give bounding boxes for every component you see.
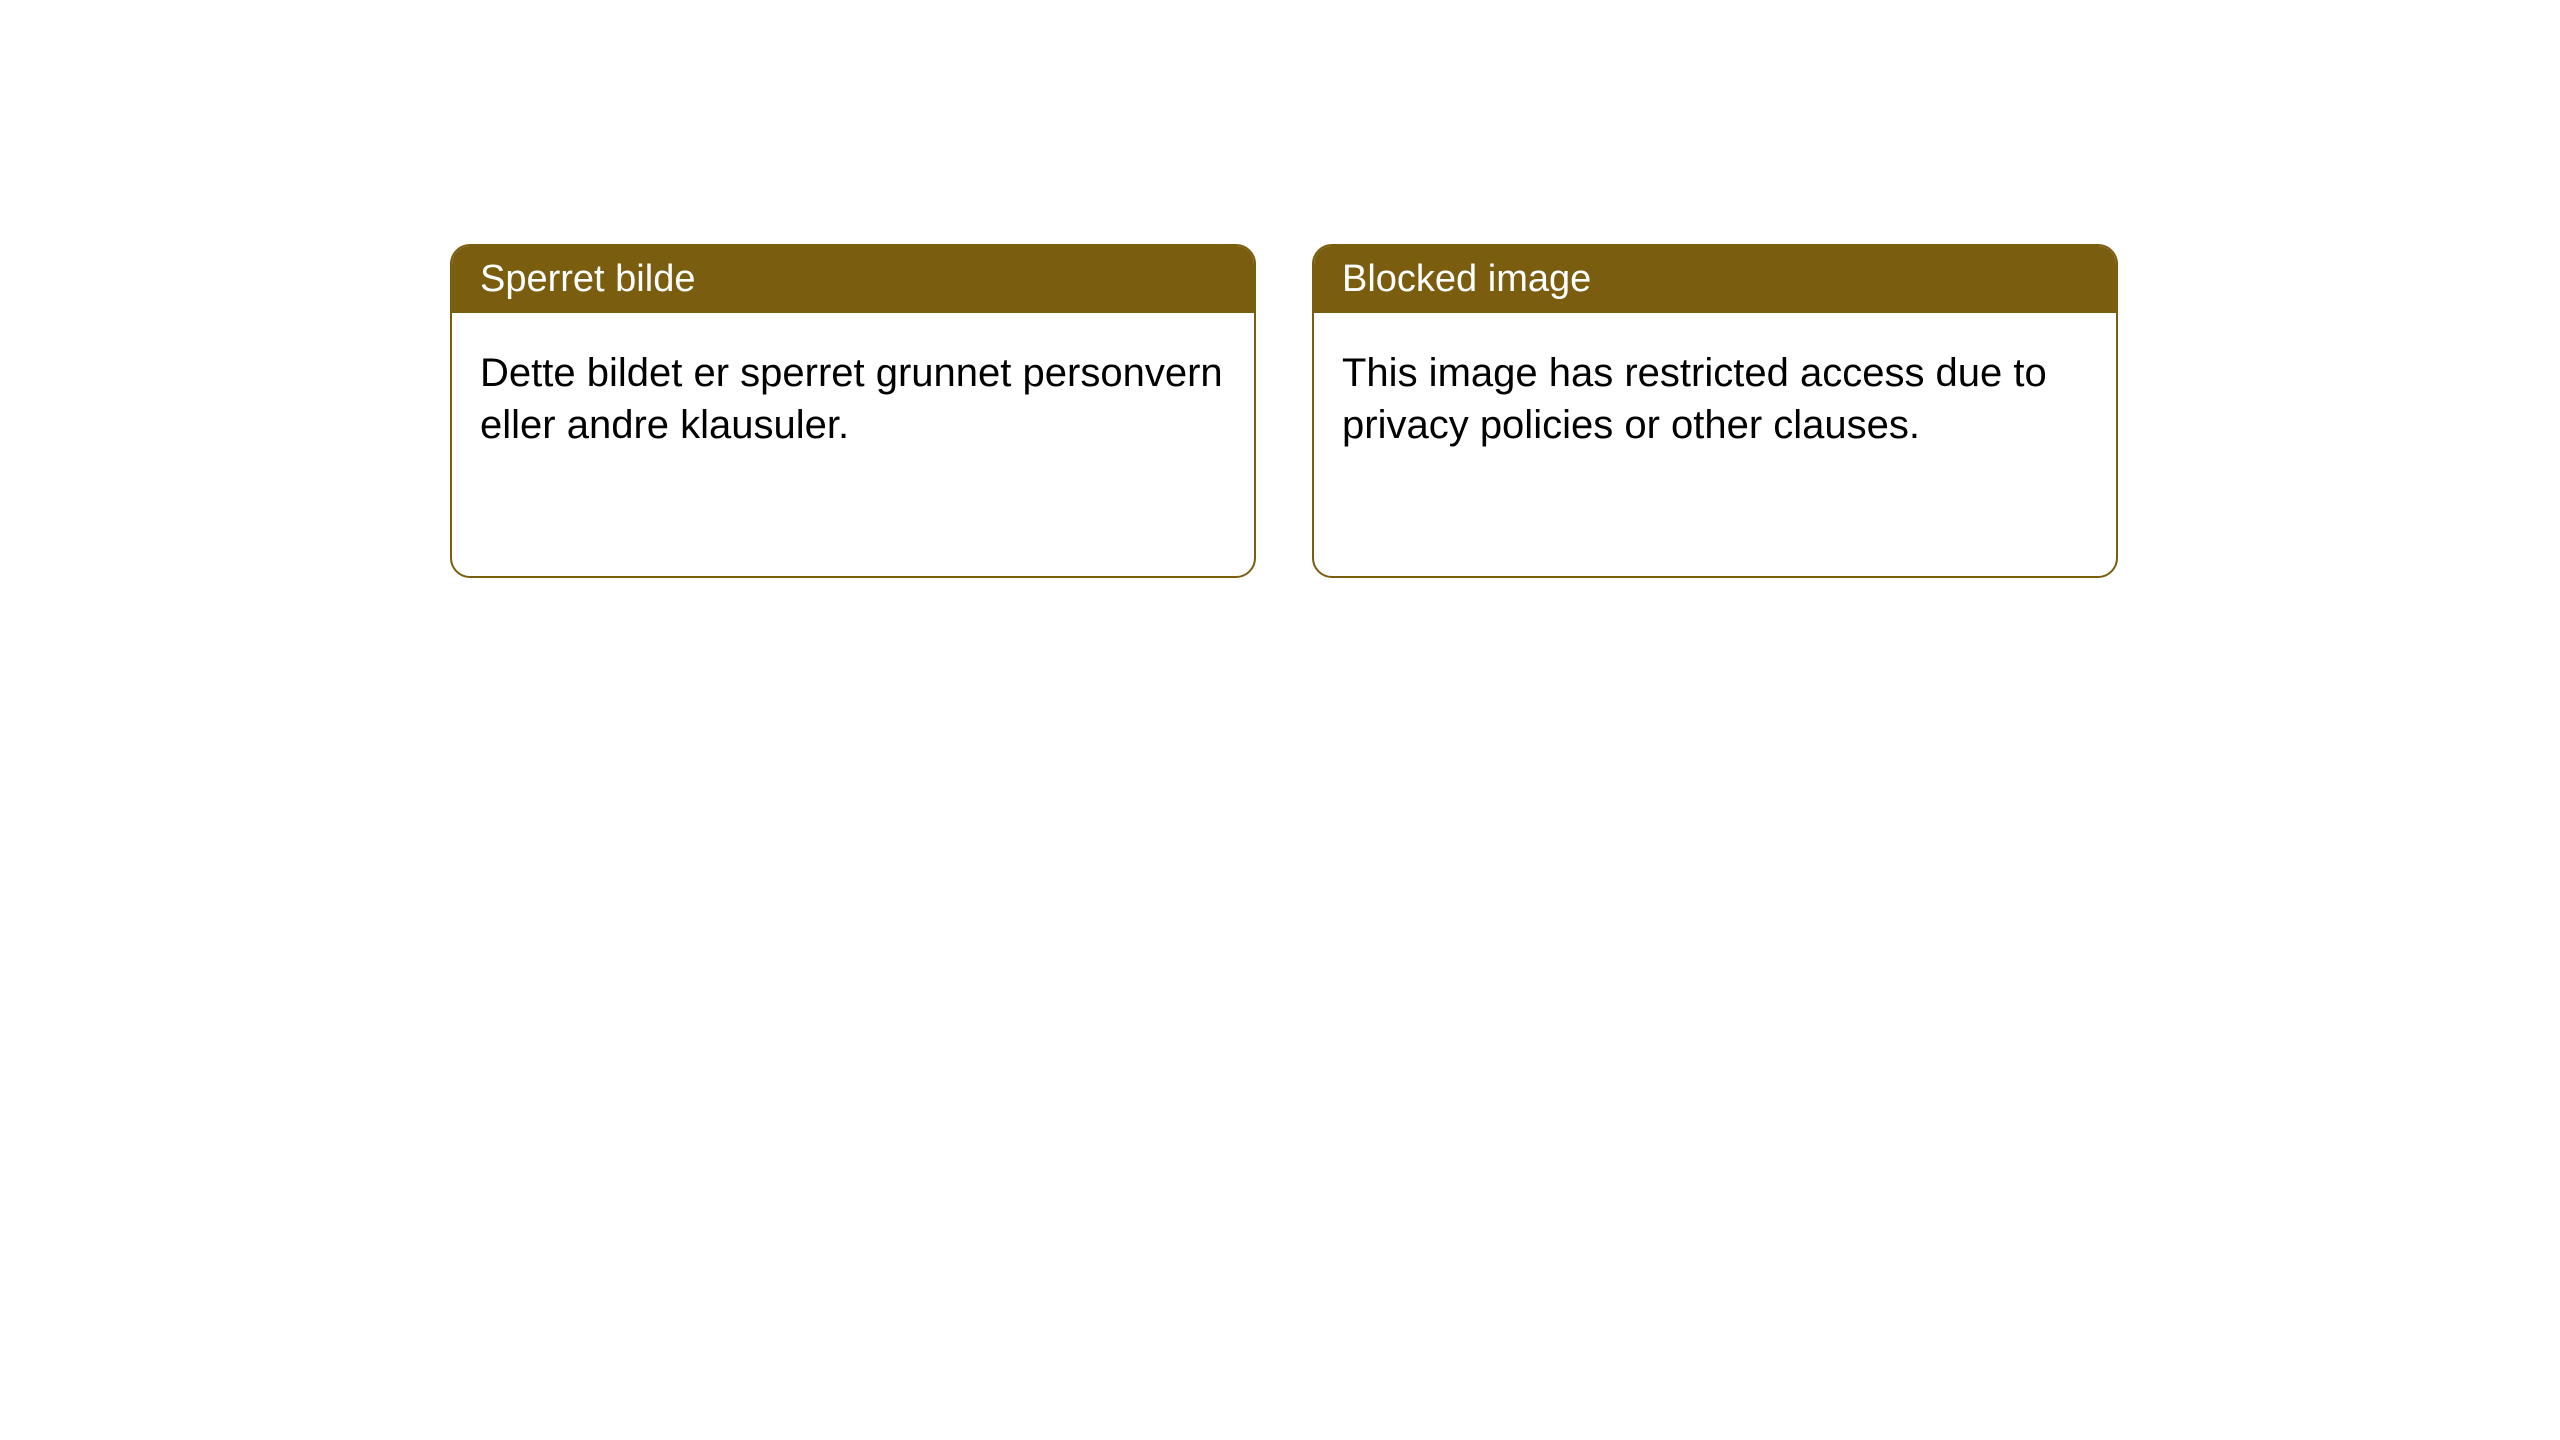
card-body-no: Dette bildet er sperret grunnet personve…	[452, 313, 1254, 485]
card-body-en: This image has restricted access due to …	[1314, 313, 2116, 485]
blocked-image-card-no: Sperret bilde Dette bildet er sperret gr…	[450, 244, 1256, 578]
card-header-en: Blocked image	[1314, 246, 2116, 313]
blocked-image-card-en: Blocked image This image has restricted …	[1312, 244, 2118, 578]
notice-container: Sperret bilde Dette bildet er sperret gr…	[0, 0, 2560, 578]
card-header-no: Sperret bilde	[452, 246, 1254, 313]
